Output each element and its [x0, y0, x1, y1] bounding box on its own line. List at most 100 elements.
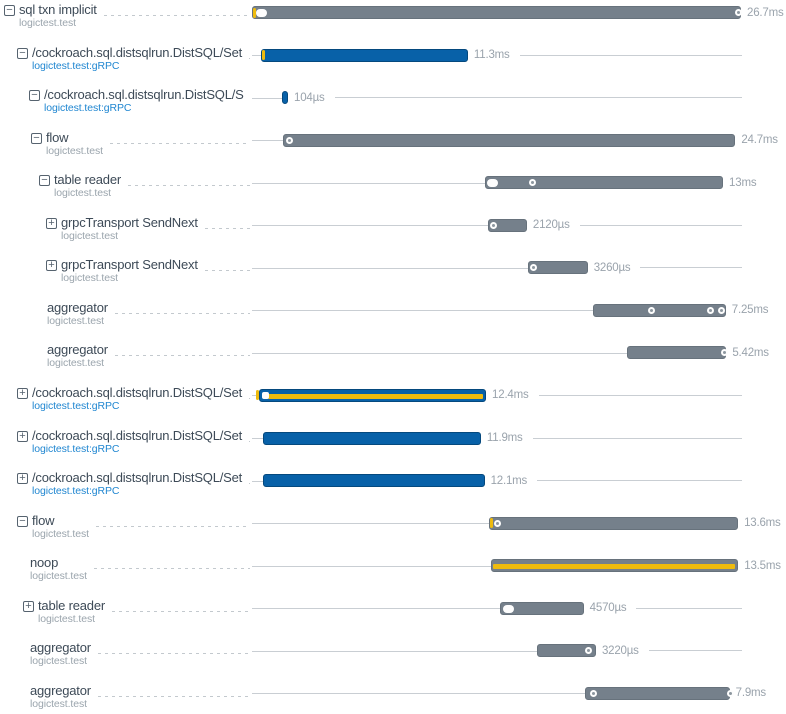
span-bar[interactable] — [484, 176, 724, 190]
span-row[interactable]: aggregator logictest.test 3220µs — [0, 641, 786, 683]
log-event-marker[interactable] — [487, 179, 499, 188]
expand-icon[interactable]: + — [46, 260, 57, 272]
expand-icon[interactable]: + — [17, 473, 28, 485]
span-bar[interactable] — [528, 261, 588, 275]
span-bar[interactable] — [262, 431, 481, 445]
duration-label: 12.4ms — [492, 389, 529, 402]
dashed-leader-line — [114, 312, 250, 314]
log-event-marker[interactable] — [707, 306, 715, 314]
collapse-icon[interactable]: − — [31, 132, 42, 144]
span-bar[interactable] — [252, 6, 741, 19]
span-bar[interactable] — [282, 133, 736, 147]
pre-span-line — [252, 608, 500, 610]
span-row[interactable]: − flow logictest.test 24.7ms — [0, 131, 786, 173]
expand-icon[interactable]: + — [17, 387, 28, 399]
post-span-line — [640, 267, 742, 269]
span-texts: /cockroach.sql.distsqlrun.DistSQL/Set log… — [32, 429, 242, 455]
post-bar-area: 11.3ms — [468, 49, 742, 62]
yellow-tick-marker — [261, 50, 265, 61]
log-event-marker[interactable] — [493, 519, 501, 527]
collapse-icon[interactable]: − — [39, 175, 50, 187]
span-row[interactable]: + table reader logictest.test 4570µs — [0, 599, 786, 641]
log-event-marker[interactable] — [585, 647, 593, 655]
post-span-line — [537, 480, 742, 482]
yellow-tick-marker — [252, 7, 256, 18]
span-bar[interactable] — [488, 516, 739, 530]
expander-glyph: − — [19, 46, 26, 59]
span-service: logictest.test:gRPC — [32, 442, 120, 455]
post-bar-area: 3260µs — [588, 261, 742, 274]
collapse-icon[interactable]: − — [17, 46, 28, 59]
span-row[interactable]: + /cockroach.sql.distsqlrun.DistSQL/Set lo… — [0, 471, 786, 513]
collapse-icon[interactable]: − — [4, 5, 15, 16]
span-bar[interactable] — [536, 644, 596, 658]
span-row[interactable]: −/cockroach.sql.distsqlrun.DistSQL/Set lo… — [0, 46, 786, 88]
span-name: grpcTransport SendNext — [61, 258, 198, 273]
collapse-icon[interactable]: − — [17, 515, 28, 527]
log-event-marker[interactable] — [727, 689, 735, 697]
post-bar-area: 11.9ms — [481, 432, 742, 445]
duration-label: 13ms — [729, 176, 757, 189]
span-row[interactable]: aggregator logictest.test 5.42ms — [0, 343, 786, 385]
duration-label: 13.5ms — [744, 559, 781, 572]
span-row[interactable]: − flow logictest.test 13.6ms — [0, 514, 786, 556]
expand-icon[interactable]: + — [23, 600, 34, 612]
duration-label: 13.6ms — [744, 517, 781, 530]
span-bar[interactable] — [262, 474, 485, 488]
expand-icon[interactable]: + — [17, 430, 28, 442]
span-bar[interactable] — [282, 91, 289, 105]
span-service: logictest.test — [46, 144, 103, 157]
span-bar[interactable] — [627, 346, 727, 360]
span-bar[interactable] — [491, 559, 739, 573]
log-event-marker[interactable] — [734, 9, 742, 16]
log-event-marker[interactable] — [720, 349, 728, 357]
span-row[interactable]: + grpcTransport SendNext logictest.test 326… — [0, 258, 786, 300]
log-event-marker[interactable] — [718, 306, 726, 314]
log-event-marker[interactable] — [528, 179, 536, 187]
log-event-marker[interactable] — [256, 9, 268, 17]
span-label-block: noop logictest.test — [30, 556, 252, 582]
post-bar-area: 2120µs — [527, 219, 742, 232]
span-row[interactable]: aggregator logictest.test 7.25ms — [0, 301, 786, 343]
span-row[interactable]: aggregator logictest.test 7.9ms — [0, 684, 786, 714]
collapse-icon[interactable]: − — [29, 90, 40, 102]
span-bar[interactable] — [260, 48, 468, 62]
span-name: aggregator — [30, 683, 91, 698]
log-event-marker[interactable] — [490, 221, 498, 229]
post-bar-area: 13ms — [723, 176, 757, 189]
span-row[interactable]: + /cockroach.sql.distsqlrun.DistSQL/Set lo… — [0, 386, 786, 428]
span-row[interactable]: − table reader logictest.test 13ms — [0, 173, 786, 215]
span-row[interactable]: + grpcTransport SendNext logictest.test 212… — [0, 216, 786, 258]
span-service: logictest.test — [30, 697, 87, 710]
span-row[interactable]: + /cockroach.sql.distsqlrun.DistSQL/Set lo… — [0, 429, 786, 471]
yellow-tick-marker — [255, 390, 259, 401]
post-bar-area: 13.6ms — [738, 517, 781, 530]
pre-span-line — [252, 352, 628, 354]
duration-label: 26.7ms — [747, 6, 784, 19]
log-event-marker[interactable] — [502, 604, 514, 613]
span-bar[interactable] — [593, 303, 726, 317]
post-span-line — [532, 437, 742, 439]
span-bar[interactable] — [499, 601, 584, 615]
log-event-marker[interactable] — [589, 689, 597, 697]
dashed-leader-line — [249, 397, 250, 399]
pre-span-line — [252, 480, 263, 482]
expand-icon[interactable]: + — [46, 217, 57, 229]
span-row[interactable]: noop logictest.test 13.5ms — [0, 556, 786, 598]
span-row[interactable]: −/cockroach.sql.distsqlrun.DistSQL/S logi… — [0, 88, 786, 130]
log-event-marker[interactable] — [530, 264, 538, 272]
span-texts: flow logictest.test — [32, 514, 89, 540]
span-row[interactable]: − sql txn implicit logictest.test 26.7ms — [0, 3, 786, 45]
duration-label: 12.1ms — [490, 474, 528, 487]
span-name: aggregator — [47, 300, 108, 315]
span-texts: /cockroach.sql.distsqlrun.DistSQL/Set log… — [32, 471, 242, 497]
span-texts: grpcTransport SendNext logictest.test — [61, 216, 198, 242]
pre-span-line — [252, 438, 263, 439]
log-event-marker[interactable] — [647, 306, 655, 314]
span-bar[interactable] — [584, 686, 730, 700]
log-event-marker[interactable] — [285, 136, 293, 144]
span-bar[interactable] — [258, 388, 487, 402]
post-bar-area: 7.25ms — [726, 304, 769, 317]
span-bar[interactable] — [488, 218, 527, 232]
log-event-marker[interactable] — [261, 391, 269, 399]
